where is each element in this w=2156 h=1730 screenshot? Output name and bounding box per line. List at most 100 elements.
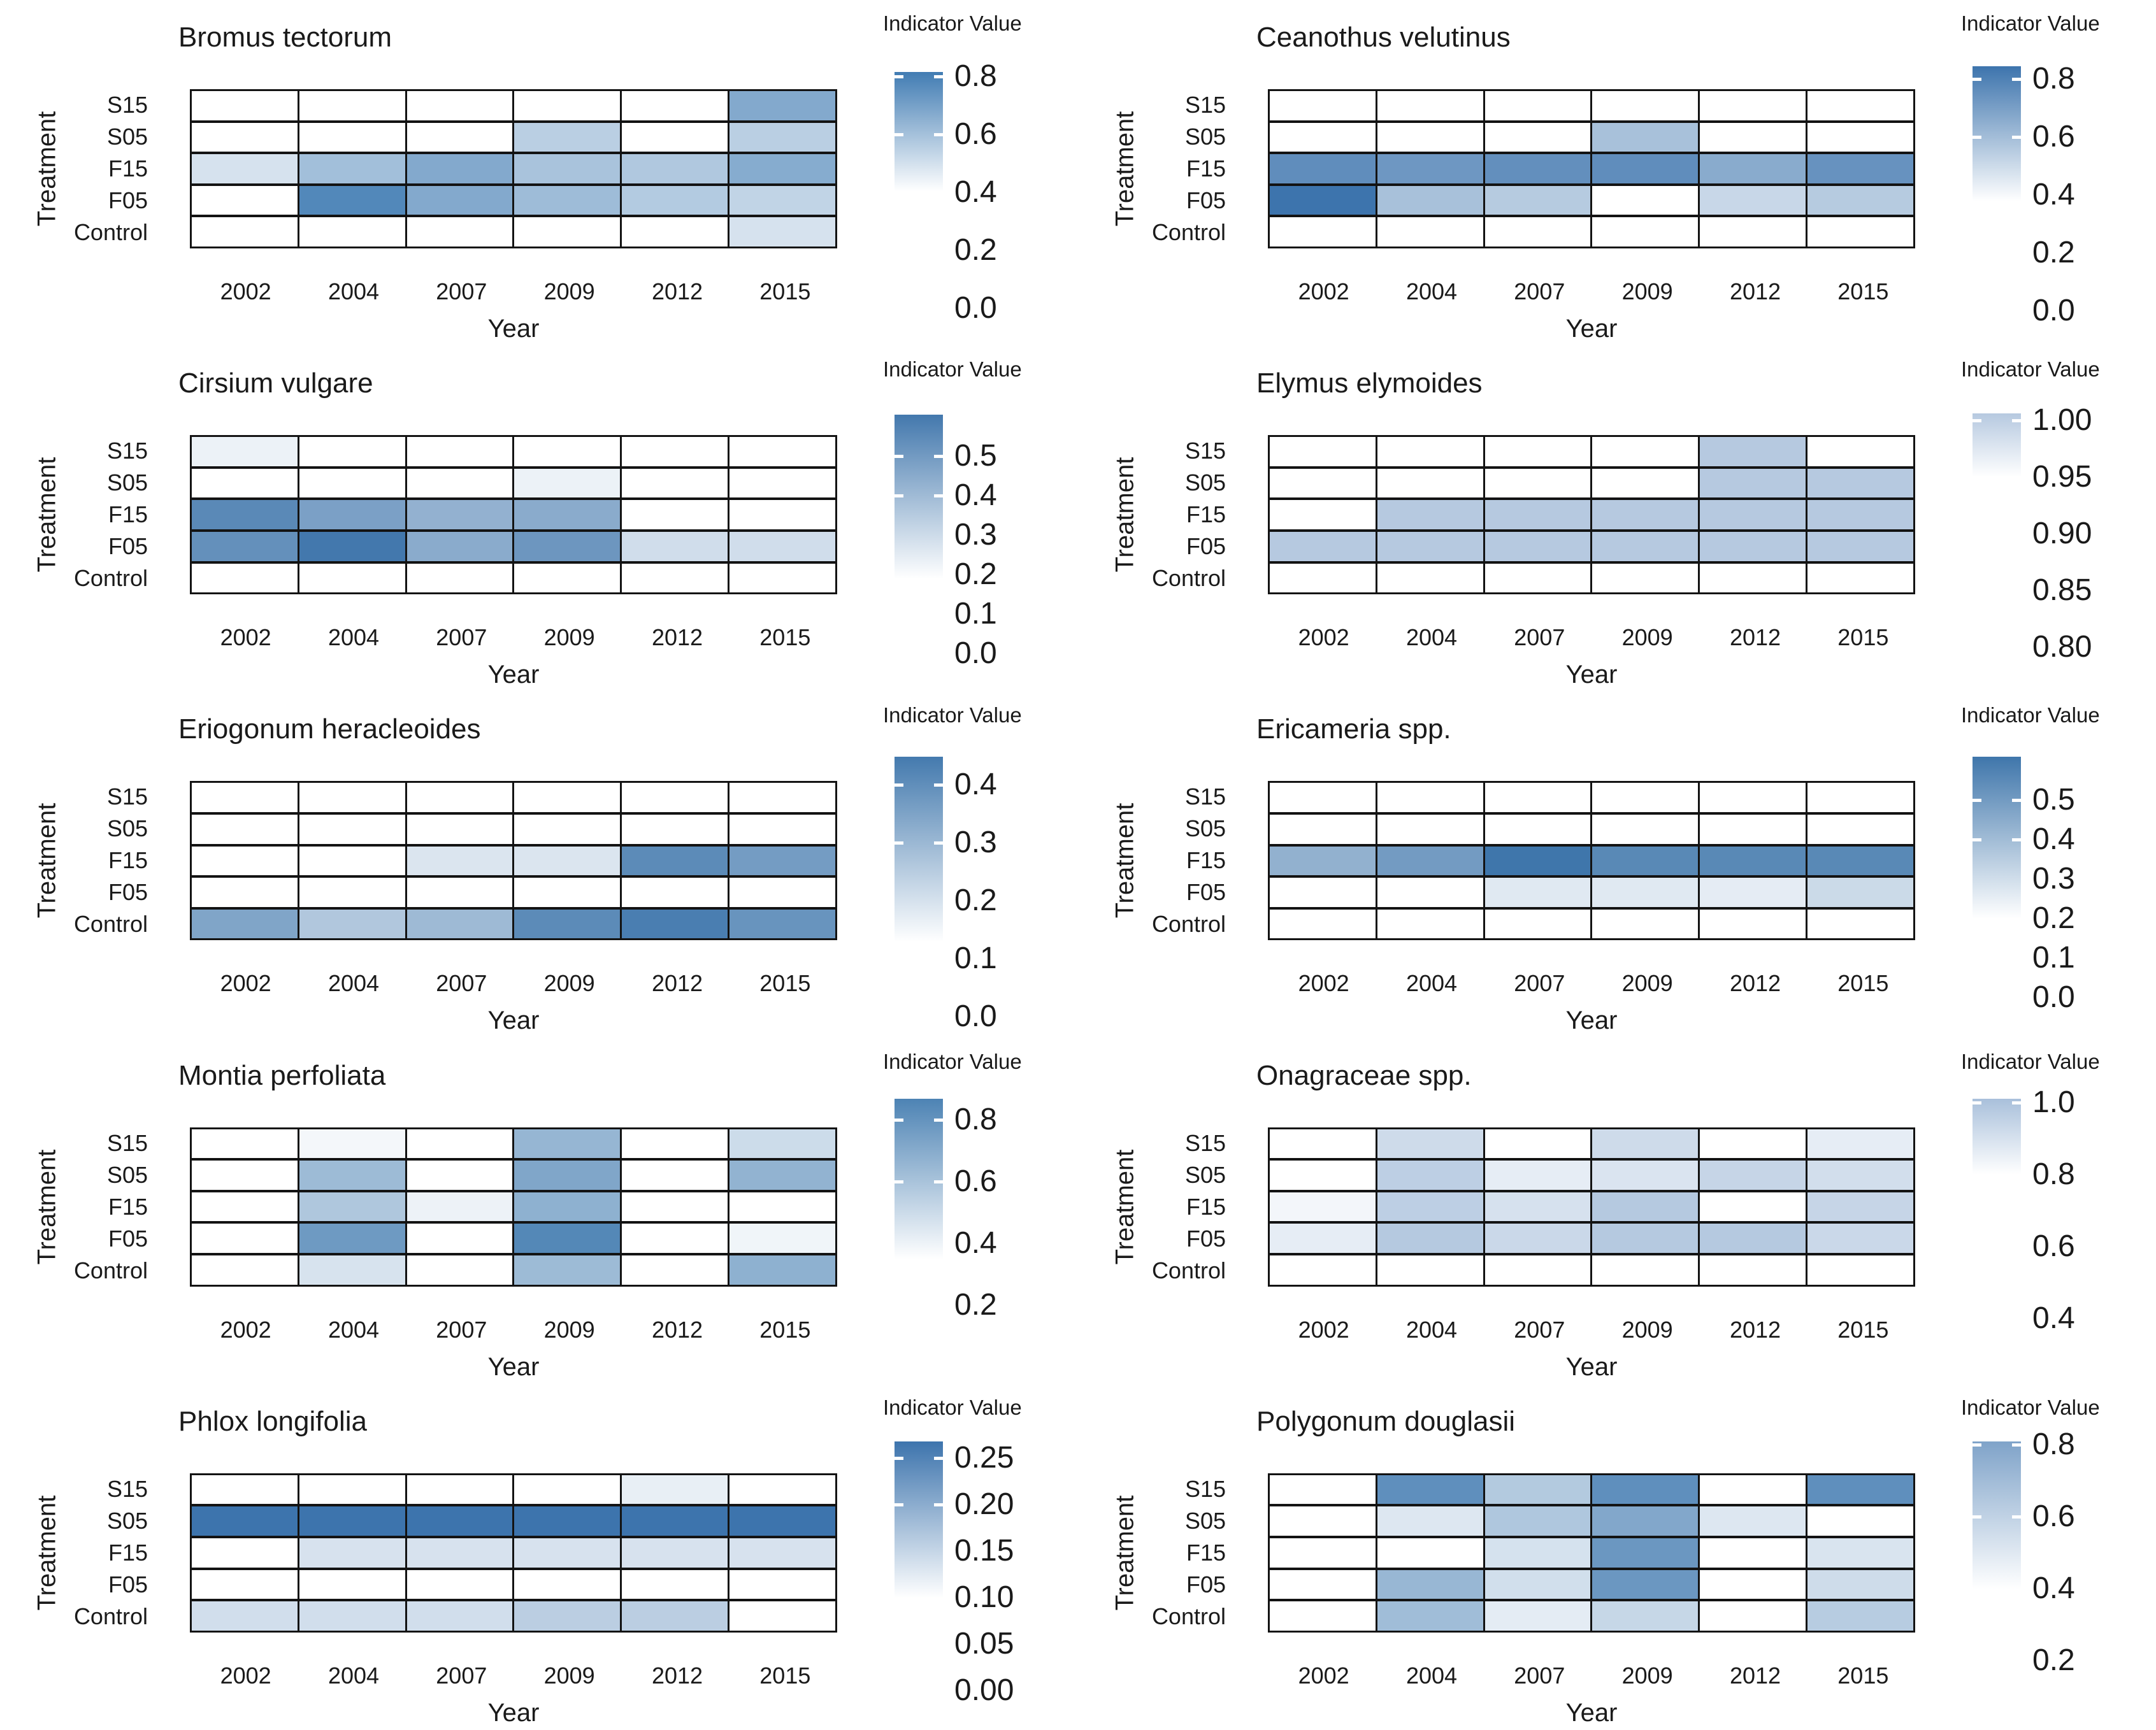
heatmap-cell xyxy=(729,1475,835,1505)
legend-title: Indicator Value xyxy=(883,703,1022,727)
y-tick-label: S15 xyxy=(1184,438,1226,464)
x-axis-title: Year xyxy=(487,1352,540,1381)
x-tick-label: 2012 xyxy=(1729,1662,1781,1689)
legend-colorbar xyxy=(1973,1098,2021,1328)
legend-title: Indicator Value xyxy=(1961,11,2100,35)
panel-ericameria-spp: Ericameria spp. Treatment S15 S05 F15 F05 Cont… xyxy=(1078,692,2156,1038)
heatmap-cell xyxy=(1807,1255,1913,1285)
legend-tick-label: 0.2 xyxy=(954,1287,997,1322)
x-tick-label: 2002 xyxy=(220,278,271,304)
legend-tick-mark xyxy=(895,455,903,459)
y-tick-label: S05 xyxy=(106,469,148,496)
legend-tick-label: 0.8 xyxy=(954,59,997,93)
x-tick-label: 2012 xyxy=(1729,1316,1781,1343)
heatmap-cell xyxy=(1700,1161,1806,1190)
heatmap-cell xyxy=(729,437,835,466)
legend-colorbar xyxy=(1973,757,2021,1003)
heatmap-cell xyxy=(192,1506,298,1536)
heatmap-cell xyxy=(1700,563,1806,593)
y-tick-label: S05 xyxy=(106,124,148,150)
heatmap-cell xyxy=(729,217,835,247)
x-tick-label: 2002 xyxy=(1298,278,1349,304)
heatmap-cell xyxy=(406,185,513,215)
heatmap-cell xyxy=(1700,468,1806,498)
y-tick-label: Control xyxy=(1151,565,1226,592)
heatmap-cell xyxy=(192,846,298,876)
y-tick-label: F15 xyxy=(108,501,148,528)
heatmap-cell xyxy=(1484,783,1591,812)
heatmap-cell xyxy=(1484,531,1591,561)
y-tick-label: F15 xyxy=(108,1193,148,1220)
heatmap-cell xyxy=(622,1129,728,1159)
heatmap-cell xyxy=(192,1255,298,1285)
y-tick-label: F15 xyxy=(1186,155,1226,182)
heatmap-cell xyxy=(299,1224,405,1253)
x-tick-label: 2012 xyxy=(651,970,703,997)
heatmap-cell xyxy=(1700,217,1806,247)
y-tick-label: Control xyxy=(1151,1257,1226,1283)
y-tick-label: F05 xyxy=(108,879,148,906)
heatmap-cell xyxy=(514,217,621,247)
heatmap-cell xyxy=(622,217,728,247)
heatmap-cell xyxy=(622,1192,728,1222)
legend-title: Indicator Value xyxy=(883,357,1022,382)
legend-tick-mark xyxy=(934,841,943,845)
heatmap-cell xyxy=(1807,500,1913,529)
heatmap-cell xyxy=(1592,1569,1699,1599)
heatmap-cell xyxy=(1807,878,1913,907)
heatmap-cell xyxy=(1807,563,1913,593)
heatmap-cell xyxy=(1377,91,1483,120)
heatmap-cell xyxy=(514,437,621,466)
heatmap-cell xyxy=(1270,1601,1376,1631)
heatmap-cell xyxy=(514,154,621,183)
x-axis-title: Year xyxy=(1565,661,1618,689)
heatmap-cell xyxy=(299,1506,405,1536)
x-tick-label: 2004 xyxy=(1405,970,1458,997)
x-tick-label: 2009 xyxy=(1621,278,1673,304)
legend-tick-label: 0.80 xyxy=(2032,630,2092,664)
heatmap-cell xyxy=(1700,1475,1806,1505)
x-axis-title: Year xyxy=(1565,1698,1618,1727)
heatmap-cell xyxy=(1807,909,1913,939)
heatmap-cell xyxy=(1377,814,1483,844)
heatmap-cell xyxy=(729,1506,835,1536)
x-tick-label: 2002 xyxy=(1298,1662,1349,1689)
heatmap-cell xyxy=(406,468,513,498)
x-tick-label: 2012 xyxy=(1729,970,1781,997)
heatmap-cell xyxy=(406,1255,513,1285)
legend-colorbar xyxy=(895,72,943,311)
heatmap-cell xyxy=(1484,437,1591,466)
legend-tick-mark xyxy=(1973,1101,1981,1104)
legend-tick-label: 0.15 xyxy=(954,1533,1014,1568)
y-tick-label: Control xyxy=(73,1603,148,1629)
x-tick-label: 2015 xyxy=(759,624,811,651)
panel-title: Eriogonum heracleoides xyxy=(178,713,481,745)
heatmap-cell xyxy=(1807,1569,1913,1599)
y-tick-label: F05 xyxy=(108,1225,148,1252)
heatmap-cell xyxy=(406,1161,513,1190)
x-tick-label: 2002 xyxy=(1298,1316,1349,1343)
heatmap-cell xyxy=(1270,1224,1376,1253)
x-tick-label: 2012 xyxy=(1729,624,1781,651)
x-tick-label: 2009 xyxy=(1621,970,1673,997)
y-tick-label: S15 xyxy=(106,1475,148,1502)
x-tick-label: 2002 xyxy=(220,970,271,997)
heatmap-cell xyxy=(1484,217,1591,247)
legend-tick-label: 0.6 xyxy=(2032,1499,2075,1533)
heatmap-cell xyxy=(192,1161,298,1190)
heatmap-cell xyxy=(299,500,405,529)
heatmap-cell xyxy=(1807,1129,1913,1159)
legend-tick-label: 0.4 xyxy=(2032,822,2075,857)
x-tick-label: 2002 xyxy=(1298,970,1349,997)
heatmap-cell xyxy=(1700,122,1806,152)
legend-tick-mark xyxy=(895,494,903,498)
heatmap-cell xyxy=(1484,846,1591,876)
x-tick-label: 2015 xyxy=(759,1316,811,1343)
heatmap-cell xyxy=(1592,468,1699,498)
heatmap-cell xyxy=(1807,814,1913,844)
heatmap-cell xyxy=(1270,1475,1376,1505)
x-tick-label: 2007 xyxy=(1514,624,1565,651)
y-tick-label: F15 xyxy=(108,155,148,182)
x-axis-title: Year xyxy=(1565,1352,1618,1381)
legend-tick-label: 0.8 xyxy=(2032,62,2075,96)
